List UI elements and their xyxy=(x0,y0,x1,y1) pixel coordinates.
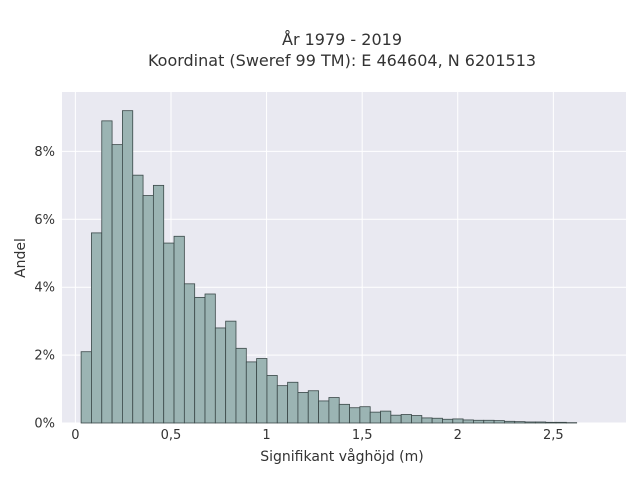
histogram-bar xyxy=(256,358,268,424)
histogram-bar xyxy=(307,390,319,424)
histogram-bar xyxy=(431,417,443,424)
chart-title-line2: Koordinat (Sweref 99 TM): E 464604, N 62… xyxy=(148,51,536,70)
histogram-bar xyxy=(287,381,299,424)
histogram-bar xyxy=(266,375,278,424)
histogram-bar xyxy=(194,296,206,424)
histogram-bar xyxy=(235,347,247,424)
histogram-bars xyxy=(80,110,578,424)
histogram-bar xyxy=(359,406,371,424)
histogram-bar xyxy=(111,144,123,424)
histogram-bar xyxy=(524,421,536,424)
histogram-bar xyxy=(276,385,289,424)
histogram-bar xyxy=(462,419,474,424)
histogram-bar xyxy=(545,421,557,424)
histogram-bar xyxy=(122,110,134,424)
histogram-bar xyxy=(400,414,412,424)
x-axis-ticks: 0 0,5 1 1,5 2 2,5 xyxy=(71,428,563,443)
histogram-bar xyxy=(91,232,103,424)
x-tick-label: 1,5 xyxy=(352,428,373,443)
histogram-bar xyxy=(318,400,330,424)
histogram-bar xyxy=(514,421,526,424)
x-tick-label: 0 xyxy=(71,428,79,443)
x-tick-label: 2 xyxy=(454,428,462,443)
histogram-bar xyxy=(204,293,216,424)
histogram-bar xyxy=(328,397,340,424)
histogram-bar xyxy=(411,415,423,424)
histogram-bar xyxy=(421,417,433,424)
histogram-bar xyxy=(80,351,92,424)
histogram-bar xyxy=(225,320,237,424)
x-tick-label: 1 xyxy=(262,428,270,443)
histogram-bar xyxy=(142,195,154,424)
histogram-bar xyxy=(483,419,495,424)
x-tick-label: 0,5 xyxy=(161,428,182,443)
histogram-bar xyxy=(173,235,185,424)
histogram-bar xyxy=(555,421,567,424)
y-tick-label: 2% xyxy=(34,349,55,364)
y-tick-label: 8% xyxy=(34,145,55,160)
histogram-bar xyxy=(163,242,175,424)
histogram-bar xyxy=(338,403,350,424)
y-axis-ticks: 0% 2% 4% 6% 8% xyxy=(34,145,55,432)
histogram-bar xyxy=(534,421,547,424)
y-tick-label: 4% xyxy=(34,281,55,296)
histogram-bar xyxy=(245,361,258,424)
y-tick-label: 6% xyxy=(34,213,55,228)
histogram-bar xyxy=(297,392,309,424)
histogram-bar xyxy=(442,418,454,424)
histogram-bar xyxy=(214,327,227,424)
histogram-bar xyxy=(101,120,113,424)
histogram-bar xyxy=(493,420,505,424)
histogram-bar xyxy=(152,184,165,424)
histogram-bar xyxy=(132,174,144,424)
histogram-bar xyxy=(349,407,361,424)
histogram-bar xyxy=(183,283,196,424)
histogram-bar xyxy=(452,418,464,424)
histogram-bar xyxy=(369,411,381,424)
chart-title-line1: År 1979 - 2019 xyxy=(282,30,402,49)
histogram-bar xyxy=(390,414,402,424)
y-axis-label: Andel xyxy=(13,238,29,278)
x-axis-label: Signifikant våghöjd (m) xyxy=(260,448,423,465)
x-tick-label: 2,5 xyxy=(543,428,564,443)
histogram-bar xyxy=(380,410,392,424)
y-tick-label: 0% xyxy=(34,417,55,432)
histogram-bar xyxy=(504,420,516,424)
histogram-bar xyxy=(473,419,485,424)
